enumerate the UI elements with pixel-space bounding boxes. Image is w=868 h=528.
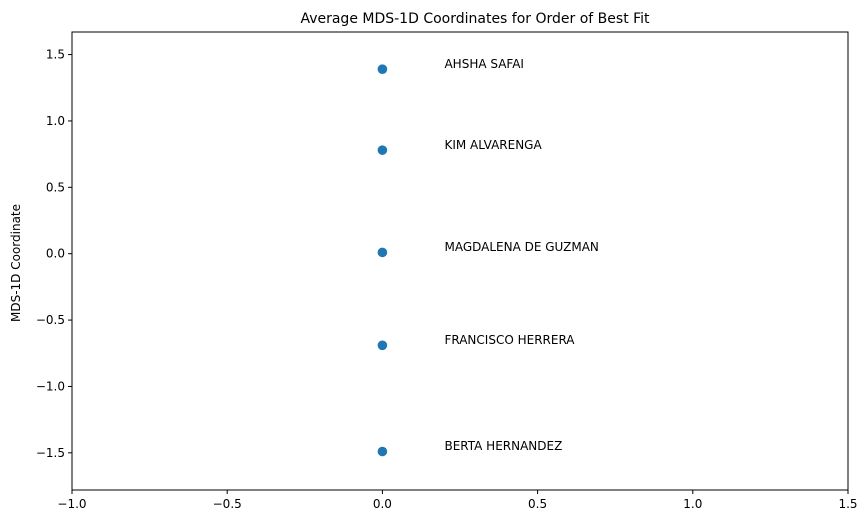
y-tick-label: −1.5 <box>36 446 65 460</box>
data-point <box>377 64 388 74</box>
data-point <box>377 446 388 457</box>
x-tick-label: 0.5 <box>528 497 547 511</box>
x-tick-label: −0.5 <box>213 497 242 511</box>
point-labels: AHSHA SAFAI KIM ALVARENGA MAGDALENA DE GUZ… <box>444 57 598 453</box>
x-axis: −1.0 −0.5 0.0 0.5 1.0 1.5 <box>57 490 858 511</box>
y-tick-label: −0.5 <box>36 313 65 327</box>
x-tick-label: −1.0 <box>57 497 86 511</box>
data-point <box>377 340 388 351</box>
data-point <box>377 145 388 155</box>
chart-title: Average MDS-1D Coordinates for Order of … <box>300 11 650 27</box>
plot-area-frame <box>71 31 849 491</box>
y-tick-label: 1.0 <box>46 114 65 128</box>
point-label: FRANCISCO HERRERA <box>444 333 575 347</box>
point-label: AHSHA SAFAI <box>444 57 523 71</box>
point-label: MAGDALENA DE GUZMAN <box>444 240 598 254</box>
y-axis: 1.5 1.0 0.5 0.0 −0.5 −1.0 −1.5 <box>36 48 72 460</box>
data-points <box>377 64 388 457</box>
y-tick-label: −1.0 <box>36 379 65 393</box>
data-point <box>377 247 388 258</box>
point-label: BERTA HERNANDEZ <box>444 439 562 453</box>
y-axis-label: MDS-1D Coordinate <box>9 204 23 322</box>
y-tick-label: 0.5 <box>46 180 65 194</box>
y-tick-label: 1.5 <box>46 48 65 62</box>
x-tick-label: 0.0 <box>373 497 392 511</box>
x-tick-label: 1.5 <box>838 497 857 511</box>
x-tick-label: 1.0 <box>683 497 702 511</box>
y-tick-label: 0.0 <box>46 247 65 261</box>
point-label: KIM ALVARENGA <box>444 138 542 152</box>
